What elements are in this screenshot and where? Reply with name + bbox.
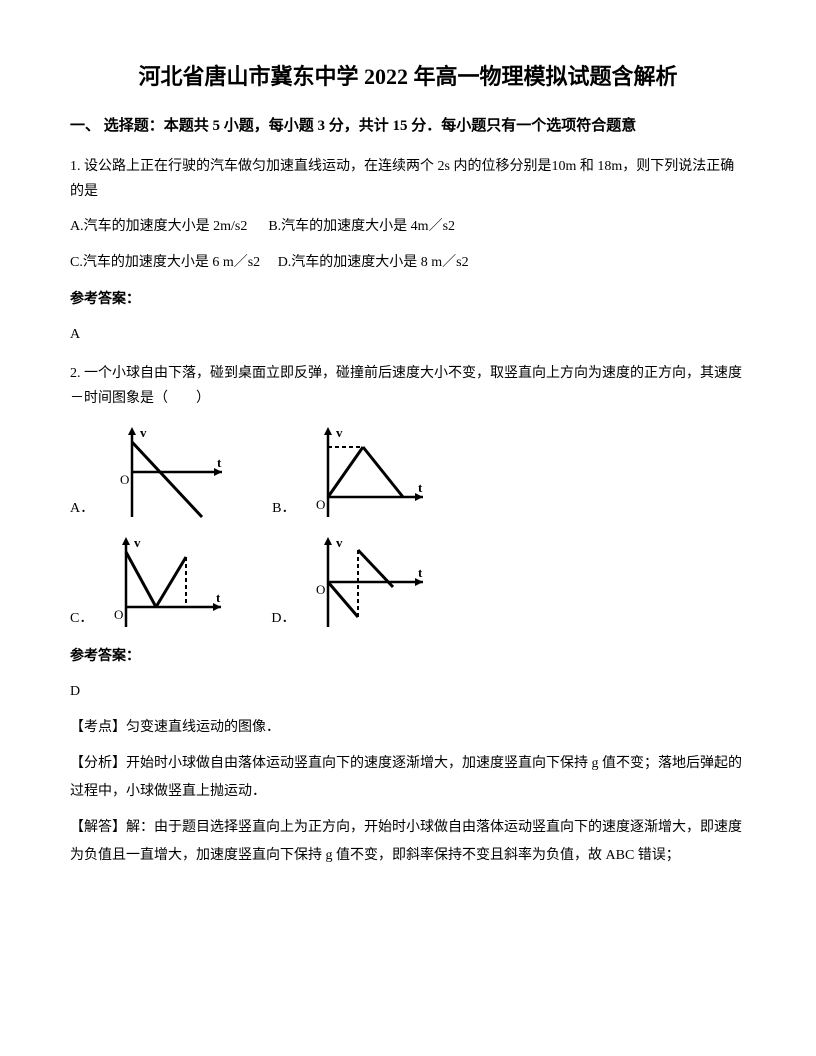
graph-d-label: D．: [271, 606, 295, 631]
document-title: 河北省唐山市冀东中学 2022 年高一物理模拟试题含解析: [70, 60, 746, 93]
q2-answer-label: 参考答案：: [70, 644, 746, 669]
graph-a-label: A．: [70, 496, 94, 521]
axis-t: t: [418, 565, 423, 580]
graph-d-container: D． v t O: [271, 532, 433, 632]
q1-options-row2: C.汽车的加速度大小是 6 m／s2 D.汽车的加速度大小是 8 m／s2: [70, 250, 746, 275]
q2-analysis: 【分析】开始时小球做自由落体运动竖直向下的速度逐渐增大，加速度竖直向下保持 g …: [70, 750, 746, 806]
graph-a-container: A． v t O: [70, 422, 232, 522]
q2-point: 【考点】匀变速直线运动的图像．: [70, 714, 746, 742]
q2-answer: D: [70, 679, 746, 704]
origin: O: [316, 497, 325, 512]
question-2: 2. 一个小球自由下落，碰到桌面立即反弹，碰撞前后速度大小不变，取竖直向上方向为…: [70, 361, 746, 411]
q2-solution: 【解答】解：由于题目选择竖直向上为正方向，开始时小球做自由落体运动竖直向下的速度…: [70, 814, 746, 870]
q1-option-c: C.汽车的加速度大小是 6 m／s2: [70, 255, 260, 270]
axis-v: v: [336, 535, 343, 550]
axis-t: t: [217, 455, 222, 470]
origin: O: [316, 582, 325, 597]
origin: O: [120, 472, 129, 487]
graph-b-label: B．: [272, 496, 295, 521]
axis-v: v: [140, 425, 147, 440]
graph-c-label: C．: [70, 606, 93, 631]
q1-options-row1: A.汽车的加速度大小是 2m/s2 B.汽车的加速度大小是 4m／s2: [70, 214, 746, 239]
graphs-row-2: C． v t O D． v t O: [70, 532, 746, 632]
graph-c: v t O: [101, 532, 231, 632]
section-header: 一、 选择题：本题共 5 小题，每小题 3 分，共计 15 分．每小题只有一个选…: [70, 113, 746, 140]
axis-t: t: [418, 480, 423, 495]
q1-option-b: B.汽车的加速度大小是 4m／s2: [268, 219, 455, 234]
q1-answer: A: [70, 322, 746, 347]
origin: O: [114, 607, 123, 622]
graph-d: v t O: [303, 532, 433, 632]
axis-v: v: [134, 535, 141, 550]
axis-v: v: [336, 425, 343, 440]
q1-answer-label: 参考答案：: [70, 287, 746, 312]
axis-t: t: [216, 590, 221, 605]
q1-option-d: D.汽车的加速度大小是 8 m／s2: [278, 255, 469, 270]
graphs-row-1: A． v t O B． v t O: [70, 422, 746, 522]
graph-b: v t O: [303, 422, 433, 522]
graph-c-container: C． v t O: [70, 532, 231, 632]
graph-b-container: B． v t O: [272, 422, 433, 522]
graph-a: v t O: [102, 422, 232, 522]
q1-option-a: A.汽车的加速度大小是 2m/s2: [70, 219, 247, 234]
question-1: 1. 设公路上正在行驶的汽车做匀加速直线运动，在连续两个 2s 内的位移分别是1…: [70, 154, 746, 204]
